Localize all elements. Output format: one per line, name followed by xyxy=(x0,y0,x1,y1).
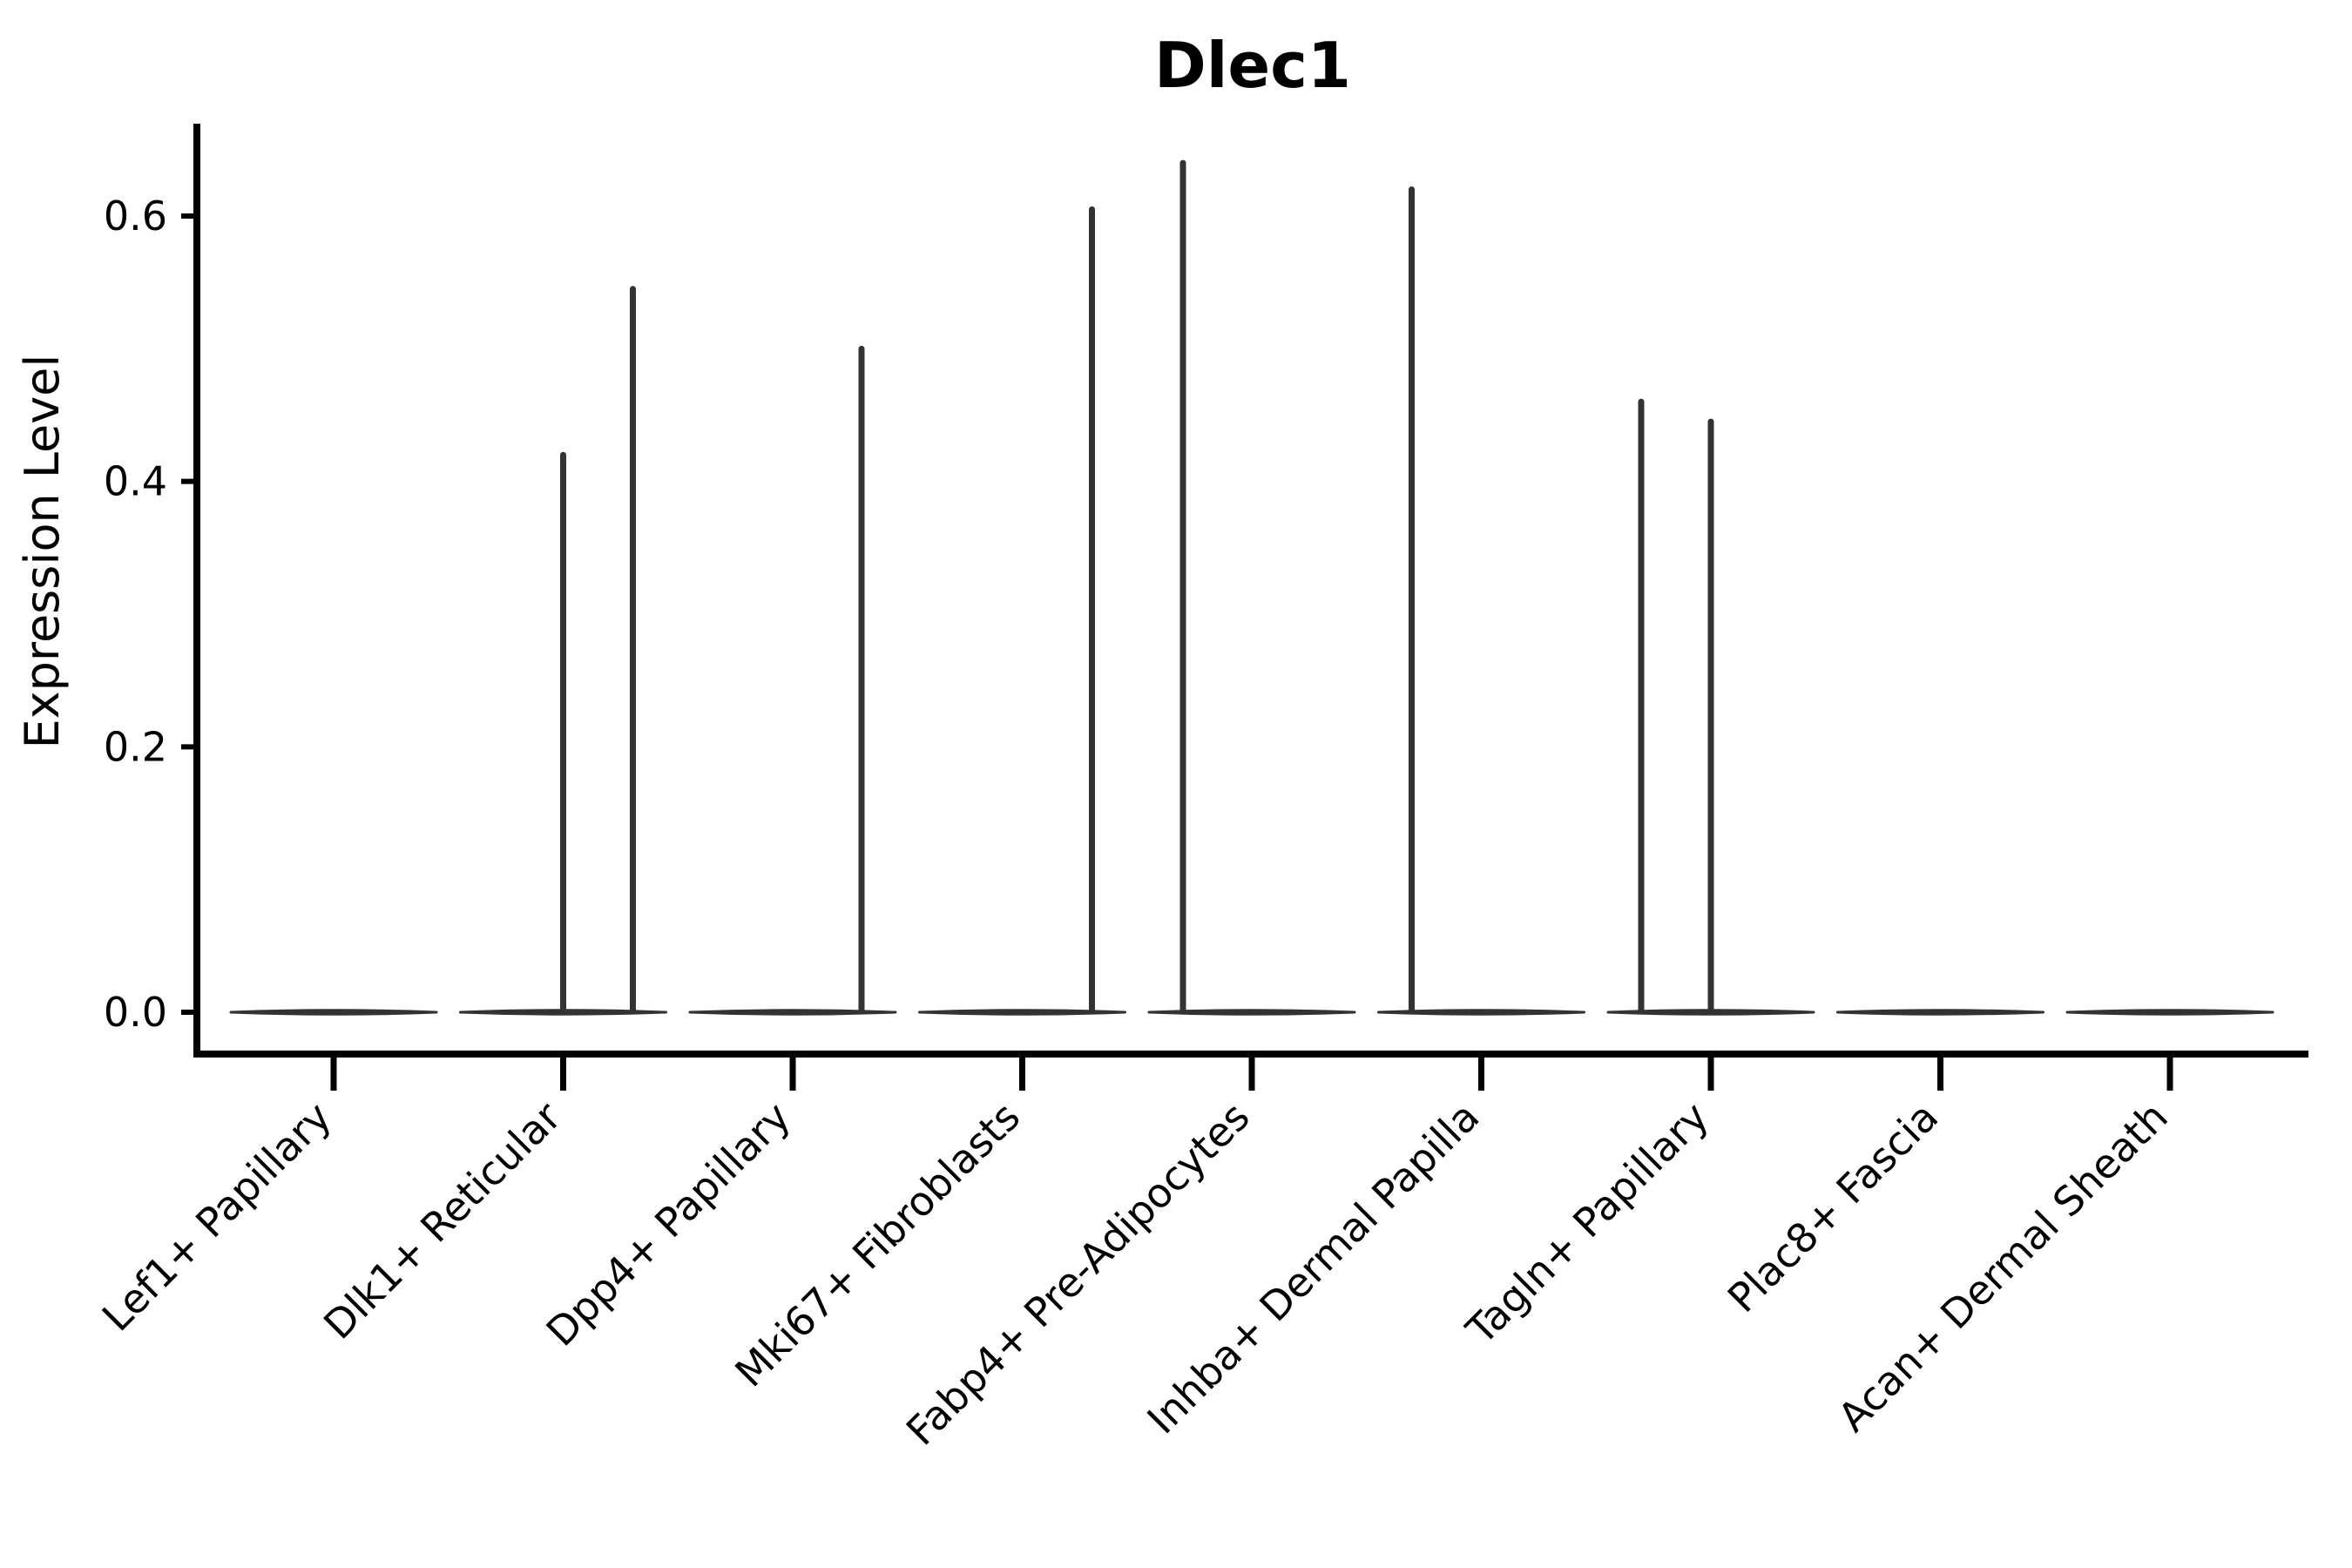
violin-body xyxy=(688,1009,897,1016)
x-tick-label: Lef1+ Papillary xyxy=(93,1093,341,1341)
plot-title: Dlec1 xyxy=(1154,29,1351,102)
y-tick-label: 0.4 xyxy=(104,458,167,505)
violin-body xyxy=(459,1009,667,1016)
y-tick-label: 0.6 xyxy=(104,193,167,240)
y-tick-labels: 0.0 0.2 0.4 0.6 xyxy=(104,193,167,1036)
x-tick-label: Dlk1+ Reticular xyxy=(314,1093,570,1348)
y-tick-label: 0.0 xyxy=(104,989,167,1036)
y-tick-label: 0.2 xyxy=(104,723,167,770)
violin-body xyxy=(2065,1009,2274,1016)
x-tick-label: Dpp4+ Papillary xyxy=(537,1093,800,1355)
x-axis-ticks xyxy=(330,1054,2173,1091)
violin-body xyxy=(229,1009,438,1016)
violin-body xyxy=(1147,1009,1356,1016)
violin-body xyxy=(918,1009,1126,1016)
x-tick-label: Plac8+ Fascia xyxy=(1719,1093,1947,1321)
violin-body xyxy=(1377,1009,1585,1016)
violin-body xyxy=(1606,1009,1815,1016)
axes-spines xyxy=(193,124,2308,1058)
violin-body xyxy=(1836,1009,2044,1016)
y-axis-title: Expression Level xyxy=(15,355,70,749)
violins xyxy=(229,159,2274,1016)
x-tick-label: Tagln+ Papillary xyxy=(1456,1093,1718,1355)
y-axis-ticks xyxy=(181,213,197,1015)
